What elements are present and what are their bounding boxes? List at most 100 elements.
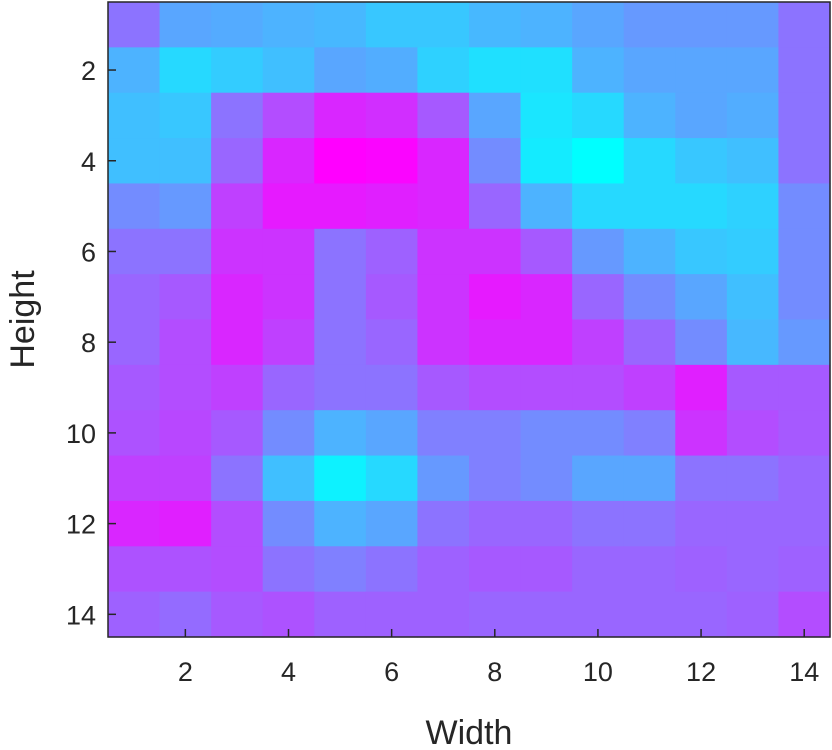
heatmap-cell	[778, 455, 831, 502]
heatmap-cell	[520, 92, 573, 139]
heatmap-cell	[262, 138, 315, 185]
heatmap-cell	[262, 455, 315, 502]
heatmap-cell	[262, 364, 315, 411]
x-tick-label: 6	[384, 657, 399, 687]
heatmap-cell	[778, 138, 831, 185]
heatmap-cell	[417, 228, 470, 275]
heatmap-cell	[572, 92, 625, 139]
heatmap-cell	[262, 546, 315, 593]
x-tick-label: 4	[281, 657, 296, 687]
heatmap-cell	[520, 274, 573, 321]
heatmap-cell	[726, 47, 780, 94]
heatmap-cell	[159, 274, 212, 321]
heatmap-cell	[417, 319, 470, 366]
heatmap-cell	[675, 410, 728, 457]
heatmap-cell	[108, 274, 161, 321]
heatmap-cell	[675, 364, 728, 411]
heatmap-cell	[572, 228, 625, 275]
heatmap-cell	[211, 364, 264, 411]
heatmap-cell	[211, 455, 264, 502]
heatmap-cell	[778, 183, 831, 230]
heatmap-cell	[726, 319, 780, 366]
heatmap-cell	[365, 410, 419, 457]
x-tick-label: 12	[686, 657, 716, 687]
heatmap-cell	[159, 364, 212, 411]
y-axis-ticks: 2 4 6 8 10 12 14	[66, 56, 116, 630]
heatmap-cell	[520, 546, 573, 593]
heatmap-cell	[623, 364, 676, 411]
heatmap-cell	[469, 183, 522, 230]
heatmap-cell	[469, 455, 522, 502]
plot-frame	[107, 1, 831, 638]
heatmap-cell	[314, 228, 367, 275]
heatmap-cell	[675, 2, 728, 48]
heatmap-cell	[520, 2, 573, 48]
heatmap-cell	[623, 546, 676, 593]
x-tick-label: 2	[178, 657, 193, 687]
heatmap-cell	[623, 47, 676, 94]
heatmap-cell	[159, 500, 212, 547]
heatmap-cell	[211, 138, 264, 185]
heatmap-cell	[211, 183, 264, 230]
heatmap-cell	[469, 319, 522, 366]
heatmap-cell	[675, 92, 728, 139]
heatmap-cell	[365, 47, 419, 94]
heatmap-cell	[778, 500, 831, 547]
heatmap-cell	[778, 274, 831, 321]
heatmap-cell	[108, 47, 161, 94]
heatmap-cell	[159, 455, 212, 502]
heatmap-cell	[108, 183, 161, 230]
heatmap-cell	[365, 2, 419, 48]
heatmap-cell	[623, 274, 676, 321]
x-tick-label: 14	[789, 657, 819, 687]
heatmap-cell	[417, 92, 470, 139]
heatmap-cells	[108, 2, 831, 638]
heatmap-cell	[314, 500, 367, 547]
heatmap-cell	[211, 2, 264, 48]
heatmap-cell	[262, 228, 315, 275]
heatmap-cell	[675, 546, 728, 593]
heatmap-cell	[314, 47, 367, 94]
heatmap-cell	[469, 410, 522, 457]
heatmap-cell	[520, 455, 573, 502]
heatmap-cell	[211, 47, 264, 94]
heatmap-cell	[211, 591, 264, 638]
heatmap-cell	[262, 500, 315, 547]
heatmap-cell	[623, 500, 676, 547]
heatmap-cell	[108, 92, 161, 139]
heatmap-cell	[675, 228, 728, 275]
heatmap-cell	[675, 138, 728, 185]
heatmap-cell	[572, 183, 625, 230]
heatmap-cell	[314, 546, 367, 593]
heatmap-cell	[675, 500, 728, 547]
heatmap-cell	[314, 364, 367, 411]
heatmap-cell	[469, 228, 522, 275]
heatmap-cell	[778, 47, 831, 94]
heatmap-cell	[417, 138, 470, 185]
heatmap-cell	[108, 455, 161, 502]
heatmap-cell	[365, 183, 419, 230]
heatmap-cell	[262, 410, 315, 457]
heatmap-cell	[314, 274, 367, 321]
heatmap-cell	[623, 2, 676, 48]
heatmap-cell	[469, 546, 522, 593]
heatmap-cell	[675, 47, 728, 94]
heatmap-cell	[159, 2, 212, 48]
heatmap-cell	[211, 500, 264, 547]
heatmap-cell	[262, 2, 315, 48]
heatmap-cell	[469, 47, 522, 94]
heatmap-cell	[262, 92, 315, 139]
heatmap-cell	[726, 364, 780, 411]
heatmap-cell	[365, 274, 419, 321]
heatmap-cell	[726, 228, 780, 275]
heatmap-cell	[159, 47, 212, 94]
heatmap-cell	[211, 410, 264, 457]
heatmap-cell	[314, 183, 367, 230]
heatmap-cell	[726, 591, 780, 638]
heatmap-cell	[520, 500, 573, 547]
x-tick-label: 8	[487, 657, 502, 687]
heatmap-cell	[520, 319, 573, 366]
x-axis-ticks: 2 4 6 8 10 12 14	[178, 629, 819, 687]
heatmap-cell	[262, 319, 315, 366]
